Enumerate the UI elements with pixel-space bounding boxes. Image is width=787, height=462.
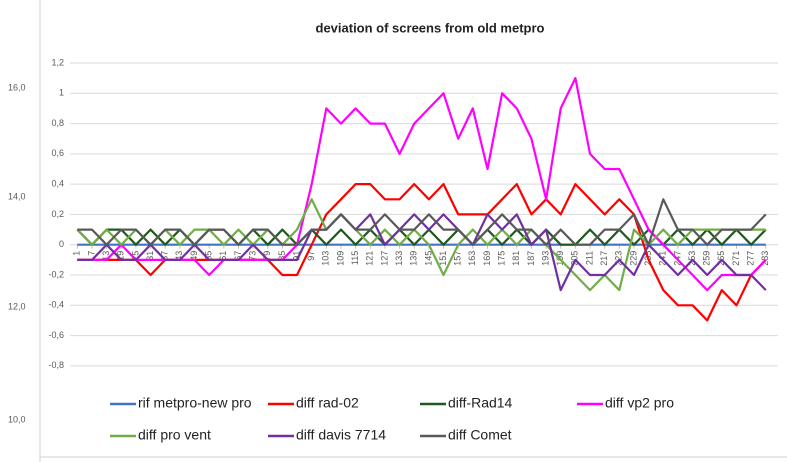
x-tick-label: 145: [423, 251, 433, 266]
x-tick-label: 133: [394, 251, 404, 266]
x-tick-label: 67: [233, 251, 243, 261]
x-tick-label: 223: [614, 251, 624, 266]
series-line: [77, 198, 767, 246]
x-tick-label: 229: [628, 251, 638, 266]
x-tick-label: 31: [145, 251, 155, 261]
x-tick-label: 91: [291, 251, 301, 261]
x-tick-label: 7: [86, 251, 96, 256]
x-tick-label: 259: [702, 251, 712, 266]
y-tick-label: 0: [59, 239, 64, 249]
legend-label: diff Comet: [448, 427, 512, 443]
x-tick-label: 13: [101, 251, 111, 261]
x-tick-label: 151: [438, 251, 448, 266]
x-tick-label: 139: [409, 251, 419, 266]
x-tick-label: 157: [453, 251, 463, 266]
y-tick-label: 1: [59, 88, 64, 98]
x-tick-label: 181: [511, 251, 521, 266]
x-tick-label: 97: [306, 251, 316, 261]
x-tick-label: 85: [277, 251, 287, 261]
x-tick-label: 187: [526, 251, 536, 266]
legend-label: diff-Rad14: [448, 395, 513, 411]
legend-label: diff rad-02: [296, 395, 359, 411]
chart-title: deviation of screens from old metpro: [316, 20, 545, 35]
x-tick-label: 193: [540, 251, 550, 266]
y-tick-label: 0,8: [51, 118, 64, 128]
y-tick-label: 1,2: [51, 57, 64, 67]
x-tick-label: 79: [262, 251, 272, 261]
x-tick-label: 265: [716, 251, 726, 266]
x-tick-label: 61: [218, 251, 228, 261]
y-tick-label: 0,4: [51, 179, 64, 189]
x-tick-label: 277: [746, 251, 756, 266]
series-line: [76, 198, 766, 292]
side-label: 14,0: [8, 191, 26, 201]
x-tick-label: 1: [72, 251, 82, 256]
x-tick-label: 121: [365, 251, 375, 266]
y-tick-label: -0,8: [48, 360, 64, 370]
x-tick-label: 127: [379, 251, 389, 266]
x-tick-label: 205: [570, 251, 580, 266]
y-tick-label: -0,2: [48, 269, 64, 279]
legend-label: diff vp2 pro: [605, 395, 674, 411]
series-line: [77, 77, 767, 292]
x-tick-label: 49: [189, 251, 199, 261]
y-tick-label: 0,6: [51, 148, 64, 158]
side-label: 12,0: [8, 301, 26, 311]
x-tick-label: 43: [174, 251, 184, 261]
x-tick-label: 169: [482, 251, 492, 266]
legend-label: diff pro vent: [138, 427, 211, 443]
x-tick-label: 115: [350, 251, 360, 265]
legend-label: diff davis 7714: [296, 427, 386, 443]
x-tick-label: 37: [160, 251, 170, 261]
x-tick-label: 19: [116, 251, 126, 261]
x-tick-label: 73: [247, 251, 257, 261]
x-tick-label: 109: [335, 251, 345, 266]
x-tick-label: 283: [760, 251, 770, 266]
side-label: 16,0: [8, 82, 26, 92]
legend-label: rif metpro-new pro: [138, 395, 252, 411]
x-tick-label: 271: [731, 251, 741, 266]
side-label: 10,0: [8, 414, 26, 424]
x-tick-label: 55: [204, 251, 214, 261]
y-tick-label: -0,4: [48, 300, 64, 310]
x-tick-label: 103: [321, 251, 331, 266]
x-tick-label: 175: [496, 251, 506, 266]
y-tick-label: -0,6: [48, 330, 64, 340]
x-tick-label: 211: [584, 251, 594, 265]
x-tick-label: 217: [599, 251, 609, 266]
x-tick-label: 253: [687, 251, 697, 266]
y-tick-label: 0,2: [51, 209, 64, 219]
x-tick-label: 25: [130, 251, 140, 261]
x-tick-label: 163: [467, 251, 477, 266]
